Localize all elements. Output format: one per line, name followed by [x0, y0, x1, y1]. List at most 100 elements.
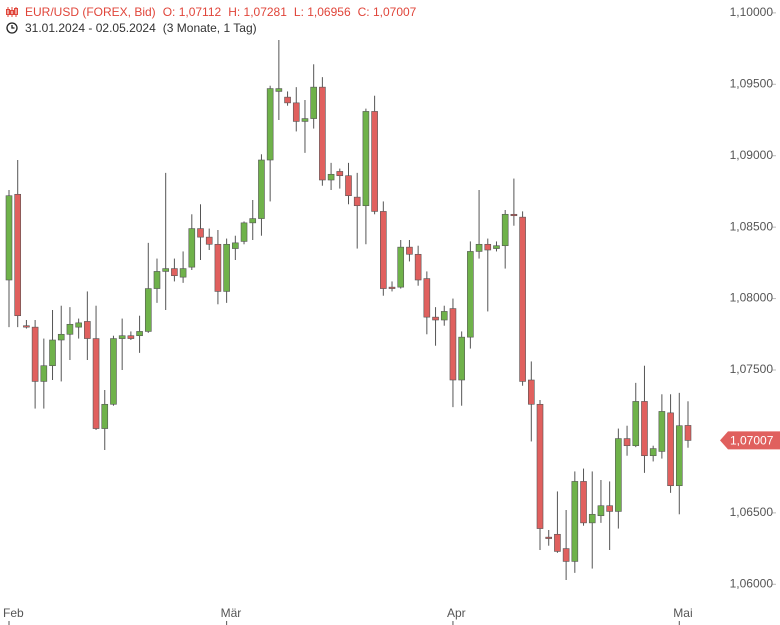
candle-body: [249, 218, 257, 224]
y-tick-label: 1,06500: [730, 505, 774, 519]
candle-body: [127, 335, 135, 339]
candle-body: [153, 271, 161, 289]
y-tick-label: 1,07500: [730, 362, 774, 376]
candle-body: [327, 173, 335, 181]
candle-body: [458, 336, 465, 381]
candle-body: [14, 193, 22, 317]
candle-body: [258, 159, 265, 219]
candle-body: [353, 196, 361, 207]
y-tick-label: 1,09500: [730, 76, 774, 90]
candle-body: [641, 401, 648, 457]
candle-body: [57, 333, 65, 341]
ohlc-label: H: 1,07281: [228, 5, 287, 19]
candle-body: [232, 242, 239, 249]
candle-body: [362, 111, 370, 207]
candle-body: [101, 403, 109, 429]
last-price-label: 1,07007: [730, 434, 774, 448]
candle-body: [667, 412, 674, 487]
candle-body: [536, 403, 544, 529]
candle-body: [284, 96, 291, 104]
x-tick-label: Mai: [673, 606, 692, 620]
candle-body: [5, 195, 13, 281]
candle-body: [223, 243, 230, 292]
candle-body: [110, 338, 117, 405]
ohlc-label: O: 1,07112: [162, 5, 222, 19]
candle-body: [562, 548, 570, 562]
candle-body: [397, 246, 405, 288]
date-range: 31.01.2024 - 02.05.2024: [25, 21, 156, 35]
x-tick-label: Apr: [447, 606, 466, 620]
ohlc-label: L: 1,06956: [293, 5, 351, 19]
y-tick-label: 1,10000: [730, 5, 774, 19]
candle-body: [31, 326, 39, 382]
candle-body: [684, 425, 692, 441]
candle-body: [66, 323, 74, 335]
y-tick-label: 1,08000: [730, 291, 774, 305]
candle-body: [319, 86, 326, 181]
candle-body: [588, 513, 596, 524]
candle-body: [493, 245, 500, 249]
candle-body: [144, 288, 152, 332]
candle-body: [449, 308, 457, 381]
candle-body: [406, 246, 413, 255]
candle-body: [571, 481, 579, 562]
candle-body: [414, 253, 422, 281]
candle-body: [49, 339, 56, 367]
candle-body: [432, 316, 439, 321]
candle-body: [380, 211, 387, 289]
candle-body: [632, 401, 640, 447]
y-tick-label: 1,06000: [730, 576, 774, 590]
header-line: EUR/USD (FOREX, Bid) O: 1,07112 H: 1,072…: [6, 5, 416, 19]
candle-body: [84, 321, 91, 339]
candle-body: [467, 251, 474, 338]
x-tick-label: Feb: [3, 606, 24, 620]
candle-body: [92, 338, 100, 429]
candle-body: [519, 216, 526, 382]
candle-body: [75, 322, 82, 328]
candle-body: [197, 228, 204, 238]
candle-body: [554, 533, 561, 552]
candle-body: [475, 243, 483, 252]
candle-body: [214, 243, 222, 292]
last-price-badge: [720, 431, 780, 450]
candle-body: [658, 411, 666, 452]
candle-body: [179, 268, 187, 278]
candle-body: [301, 118, 309, 122]
candle-body: [240, 222, 248, 242]
candle-body: [440, 311, 448, 321]
candle-body: [388, 286, 396, 289]
y-tick-label: 1,09000: [730, 148, 774, 162]
candle-body: [623, 438, 631, 447]
chart-title: EUR/USD (FOREX, Bid): [25, 5, 156, 19]
candle-body: [40, 365, 48, 382]
candle-body: [501, 213, 509, 247]
candle-body: [597, 505, 605, 517]
candle-body: [345, 175, 352, 197]
candle-body: [527, 379, 535, 405]
candle-body: [266, 88, 274, 161]
period: (3 Monate, 1 Tag): [162, 21, 257, 35]
candle-body: [23, 325, 30, 328]
ohlc-label: C: 1,07007: [357, 5, 417, 19]
candle-body: [484, 243, 492, 251]
candle-body: [371, 111, 378, 212]
candle-icon: [6, 7, 18, 17]
candle-body: [545, 536, 553, 539]
candle-body: [423, 278, 431, 318]
header-line: 31.01.2024 - 02.05.2024 (3 Monate, 1 Tag…: [6, 21, 257, 35]
candle-body: [136, 331, 143, 337]
candle-body: [162, 268, 169, 272]
candle-body: [118, 335, 126, 339]
candle-body: [188, 228, 196, 268]
candle-body: [615, 438, 622, 512]
candle-body: [310, 86, 317, 119]
candle-body: [649, 448, 657, 457]
y-tick-label: 1,08500: [730, 219, 774, 233]
candle-body: [171, 268, 178, 277]
clock-icon: [6, 22, 18, 34]
candle-body: [510, 213, 518, 217]
candle-body: [336, 171, 344, 177]
candle-body: [606, 505, 613, 512]
